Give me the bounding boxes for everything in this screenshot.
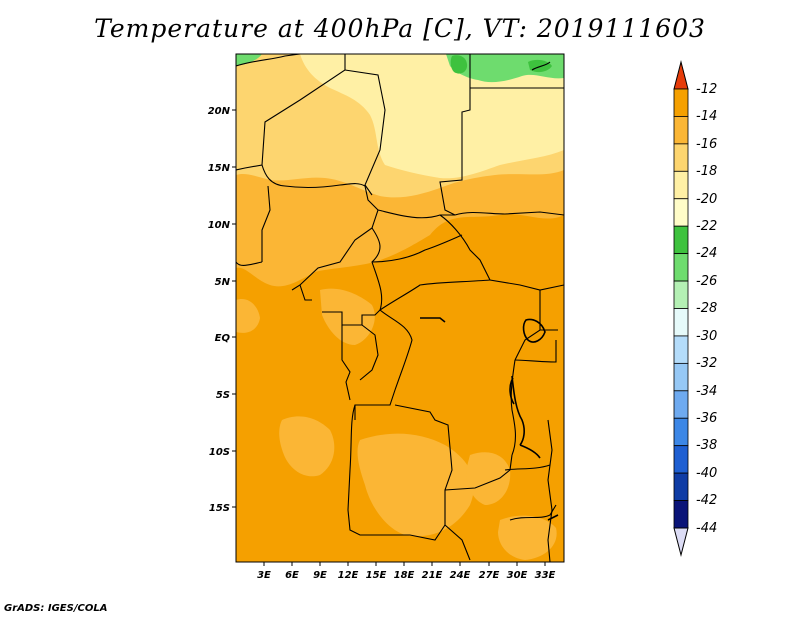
lon-label-9e: 9E [313, 570, 327, 581]
colorbar-label: -20 [696, 192, 717, 207]
colorbar-box [673, 253, 689, 282]
colorbar-label: -18 [696, 164, 717, 179]
field-green-patch-left [236, 54, 262, 66]
lat-label-20n: 20N [208, 106, 231, 117]
lat-label-10s: 10S [209, 447, 230, 458]
colorbar-box [673, 417, 689, 447]
colorbar-bottom-arrow [673, 527, 689, 557]
colorbar-box [673, 500, 689, 529]
lon-label-12e: 12E [338, 570, 359, 581]
colorbar-labels: -12 -14 -16 -18 -20 -22 -24 -26 -28 -30 … [696, 82, 717, 536]
lon-label-33e: 33E [535, 570, 556, 581]
colorbar-label: -28 [696, 301, 717, 316]
field-light-patch-east [466, 452, 511, 505]
colorbar-box [673, 335, 689, 364]
colorbar-box [673, 472, 689, 501]
lakes-and-coast [420, 317, 559, 521]
colorbar-box [673, 88, 689, 117]
lat-label-eq: EQ [215, 333, 231, 344]
colorbar-box [673, 143, 689, 172]
lon-label-18e: 18E [394, 570, 415, 581]
colorbar-label: -26 [696, 274, 717, 289]
field-light-patch-central [320, 288, 375, 345]
field-light-patch-southwest [279, 416, 335, 477]
lat-label-5s: 5S [216, 390, 230, 401]
colorbar-box [673, 116, 689, 145]
colorbar-label: -22 [696, 219, 717, 234]
colorbar-box [673, 170, 689, 200]
colorbar-label: -12 [696, 82, 717, 97]
colorbar-boxes [673, 88, 689, 529]
colorbar-label: -32 [696, 356, 717, 371]
colorbar-label: -24 [696, 246, 717, 261]
lon-label-27e: 27E [479, 570, 500, 581]
colorbar-box [673, 390, 689, 419]
colorbar-label: -40 [696, 466, 717, 481]
field-light-patch-west [236, 299, 260, 333]
lon-label-15e: 15E [366, 570, 387, 581]
lon-label-6e: 6E [285, 570, 299, 581]
colorbar-label: -44 [696, 521, 717, 536]
lon-label-3e: 3E [257, 570, 271, 581]
temperature-field [236, 54, 564, 562]
colorbar-label: -36 [696, 411, 717, 426]
chart-title: Temperature at 400hPa [C], VT: 201911160… [94, 14, 706, 43]
map-frame [235, 53, 565, 563]
colorbar-box [673, 225, 689, 255]
lat-label-15s: 15S [209, 503, 230, 514]
colorbar-box [673, 280, 689, 309]
lon-label-30e: 30E [507, 570, 528, 581]
colorbar-box [673, 362, 689, 392]
lon-label-21e: 21E [422, 570, 443, 581]
grads-credit: GrADS: IGES/COLA [4, 603, 108, 614]
colorbar-label: -34 [696, 384, 717, 399]
latitude-axis: 20N 15N 10N 5N EQ 5S 10S 15S [208, 106, 236, 514]
colorbar-top-arrow [673, 60, 689, 90]
colorbar-label: -42 [696, 493, 717, 508]
country-borders [236, 54, 564, 562]
field-green-dark-patch [450, 55, 468, 74]
longitude-axis: 3E 6E 9E 12E 15E 18E 21E 24E 27E 30E 33E [257, 562, 556, 581]
colorbar-box [673, 198, 689, 227]
field-pale-northeast [300, 54, 564, 179]
colorbar-label: -14 [696, 109, 717, 124]
colorbar-label: -16 [696, 137, 717, 152]
colorbar: -12 -14 -16 -18 -20 -22 -24 -26 -28 -30 … [673, 60, 717, 557]
lat-label-10n: 10N [208, 220, 231, 231]
lon-label-24e: 24E [450, 570, 471, 581]
colorbar-box [673, 445, 689, 474]
lat-label-5n: 5N [215, 277, 231, 288]
colorbar-label: -30 [696, 329, 717, 344]
colorbar-label: -38 [696, 438, 717, 453]
lat-label-15n: 15N [208, 163, 231, 174]
field-light-patch-southeast [498, 515, 557, 560]
colorbar-box [673, 308, 689, 337]
